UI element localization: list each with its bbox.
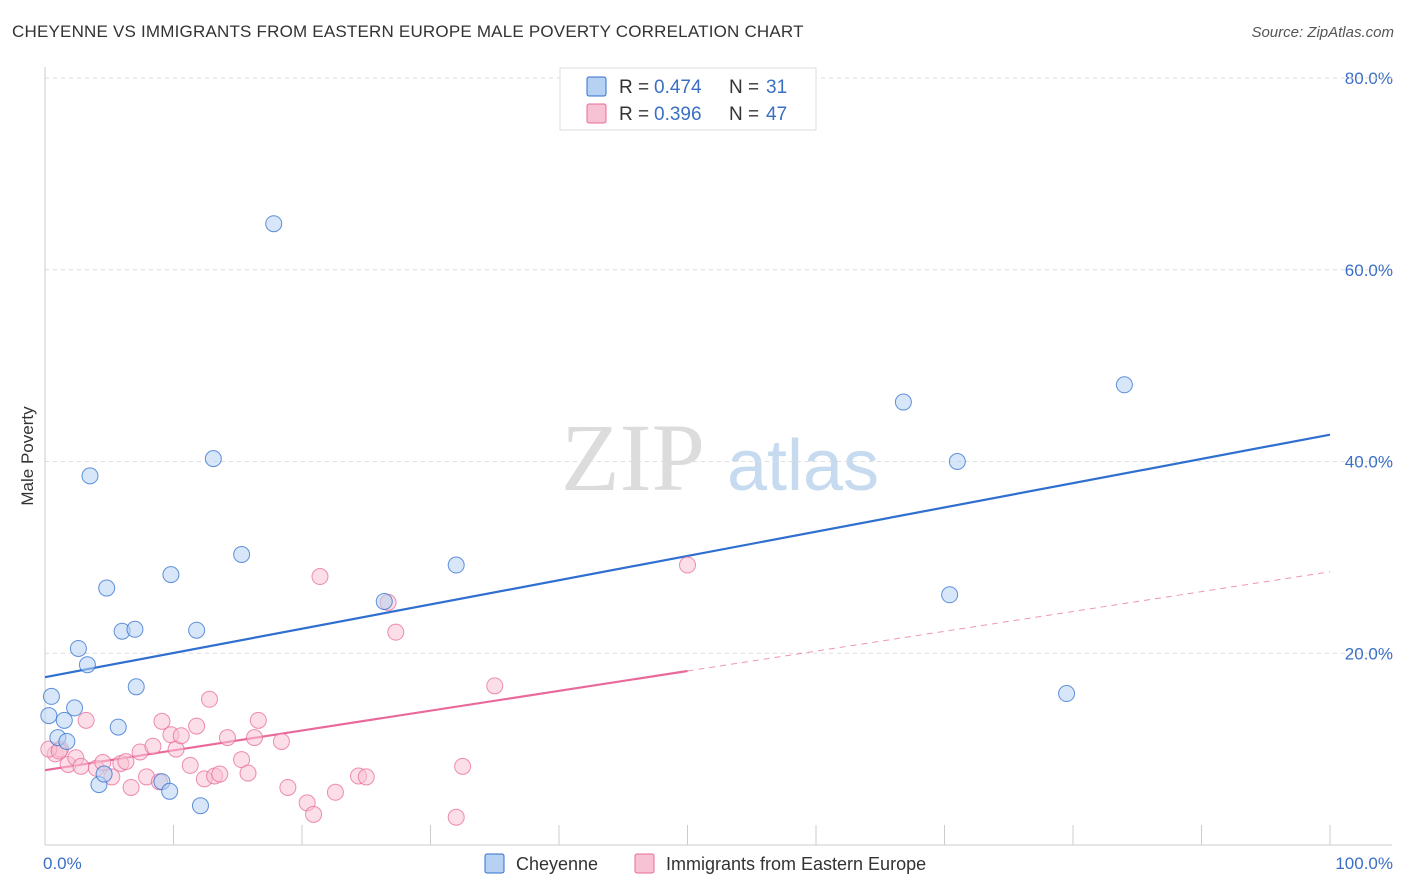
eastern-europe-point [311,568,329,586]
eastern-europe-point [249,711,267,729]
cheyenne-point [40,707,58,725]
eastern-europe-point [188,717,206,735]
n-value: 47 [766,104,787,125]
cheyenne-point [447,556,465,574]
cheyenne-point [188,621,206,639]
source-credit: Source: ZipAtlas.com [1251,24,1394,41]
series-legend-swatch [484,853,505,874]
series-legend-swatch [634,853,655,874]
eastern-europe-point [486,677,504,695]
chart-title: CHEYENNE VS IMMIGRANTS FROM EASTERN EURO… [12,22,804,41]
cheyenne-point [191,797,209,815]
gridlines: 20.0%40.0%60.0%80.0% [45,69,1393,663]
cheyenne-point [95,765,113,783]
watermark-atlas: atlas [727,426,879,506]
stats-legend: R = 0.474 N = 31 R = 0.396 N = 47 [559,67,817,131]
series-legend-label: Cheyenne [516,854,598,874]
r-label: R = [619,104,649,125]
x-tick-label: 100.0% [1335,854,1393,873]
eastern-europe-point [279,778,297,796]
eastern-europe-point [77,711,95,729]
eastern-europe-point [387,623,405,641]
cheyenne-point [233,545,251,563]
eastern-europe-point [181,756,199,774]
eastern-europe-point [211,765,229,783]
cheyenne-point [162,566,180,584]
cheyenne-point [204,450,222,468]
n-value: 31 [766,77,787,98]
cheyenne-point [55,711,73,729]
series-legend: Cheyenne Immigrants from Eastern Europe [484,853,926,874]
eastern-europe-point [239,764,257,782]
cheyenne-point [78,656,96,674]
eastern-europe-point [447,808,465,826]
eastern-europe-point [172,727,190,745]
eastern-europe-point [153,712,171,730]
cheyenne-point [98,579,116,597]
cheyenne-point [894,393,912,411]
data-points [40,215,1133,826]
r-label: R = [619,77,649,98]
cheyenne-point [66,699,84,717]
cheyenne-point [69,639,87,657]
cheyenne-point [109,718,127,736]
eastern-europe-point [72,757,90,775]
eastern-europe-point [200,690,218,708]
cheyenne-point [126,620,144,638]
stats-legend-swatch [586,103,607,124]
cheyenne-point [1058,685,1076,703]
cheyenne-point [1115,376,1133,394]
cheyenne-point [375,592,393,610]
n-label: N = [729,77,759,98]
cheyenne-point [81,467,99,485]
eastern-europe-point [357,768,375,786]
cheyenne-point [161,782,179,800]
eastern-europe-point [117,753,135,771]
eastern-europe-point [218,729,236,747]
y-tick-label: 20.0% [1345,644,1393,663]
eastern-europe-point [454,757,472,775]
cheyenne-point [127,678,145,696]
x-tick-label: 0.0% [43,854,82,873]
y-tick-label: 40.0% [1345,453,1393,472]
eastern-europe-point [122,778,140,796]
axes: 0.0% 100.0% [43,67,1393,873]
stats-legend-swatch [586,76,607,97]
cheyenne-point [941,586,959,604]
eastern-europe-point [305,805,323,823]
n-label: N = [729,104,759,125]
cheyenne-point [948,453,966,470]
trend-line-extension [687,571,1331,672]
watermark: ZIP atlas [561,404,879,511]
y-tick-label: 60.0% [1345,261,1393,280]
series-legend-label: Immigrants from Eastern Europe [666,854,926,874]
watermark-zip: ZIP [561,404,705,511]
eastern-europe-point [245,729,263,747]
eastern-europe-point [144,737,162,755]
eastern-europe-point [679,556,696,574]
r-value: 0.396 [654,104,702,125]
cheyenne-point [265,215,283,233]
eastern-europe-point [326,783,344,801]
trend-line-cheyenne [44,433,1331,679]
eastern-europe-point [272,732,290,750]
cheyenne-point [42,687,60,705]
cheyenne-point [58,732,76,750]
r-value: 0.474 [654,77,702,98]
